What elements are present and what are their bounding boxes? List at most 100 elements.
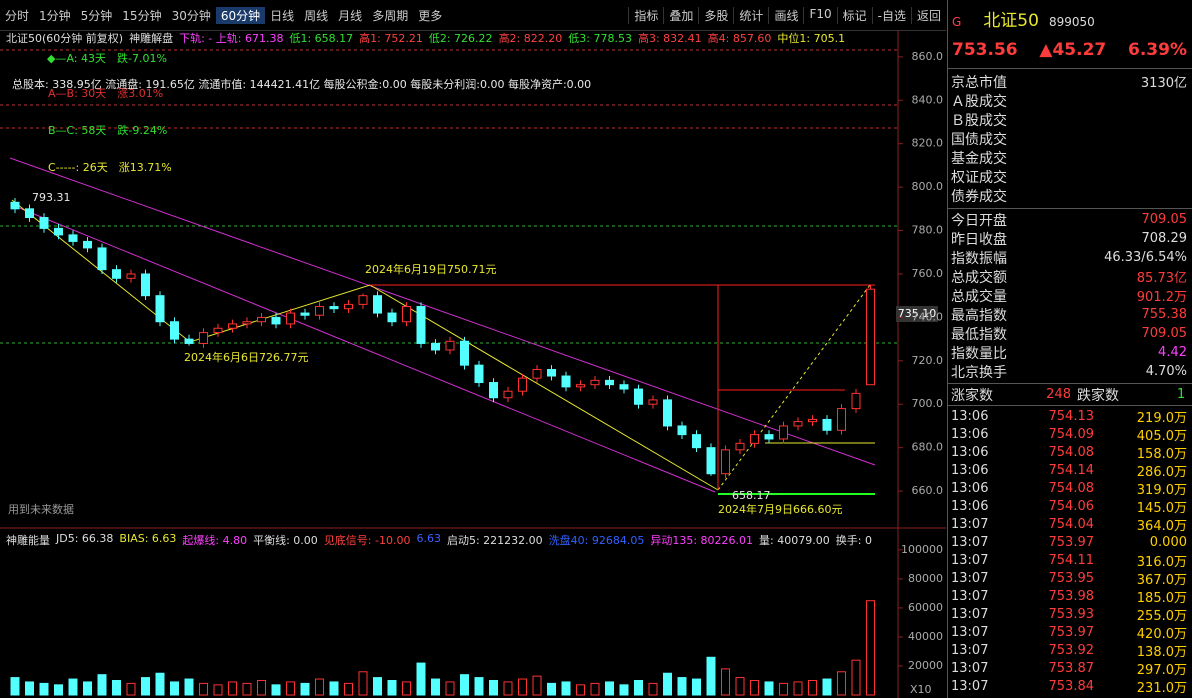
tick-volume: 297.0万: [1136, 662, 1187, 678]
candle-body: [735, 442, 745, 451]
tool-button[interactable]: 标记: [836, 6, 872, 24]
tick-price: 754.08: [1048, 444, 1095, 460]
candle-body: [213, 327, 223, 334]
turnover-row: Ｂ股成交: [951, 110, 1187, 129]
tick-row: 13:07 753.93 255.0万: [951, 605, 1187, 624]
value: 755.38: [1141, 307, 1188, 322]
volume-bar: [431, 678, 440, 696]
label: 北京换手: [951, 364, 1007, 381]
turnover-row: 债券成交: [951, 186, 1187, 205]
period-tab[interactable]: 5分钟: [80, 8, 113, 23]
candle-body: [257, 316, 266, 323]
quote-price: 753.56: [952, 40, 1018, 60]
label: 权证成交: [951, 169, 1007, 186]
volume-bar: [561, 681, 571, 696]
period-tab[interactable]: 月线: [338, 8, 363, 23]
tool-button[interactable]: 指标: [628, 6, 663, 24]
y-tick-label: 780.0: [912, 224, 944, 237]
period-tab[interactable]: 周线: [304, 8, 329, 23]
candle-body: [141, 273, 150, 297]
value: 709.05: [1141, 212, 1188, 227]
y-tick-label: 20000: [908, 659, 943, 672]
quote-change: ▲45.27: [1039, 40, 1107, 60]
volume-bar: [112, 679, 121, 696]
tick-time: 13:07: [951, 534, 989, 550]
tick-volume: 319.0万: [1136, 482, 1187, 498]
stat-row: 北京换手 4.70%: [951, 362, 1187, 381]
period-tab[interactable]: 60分钟: [215, 6, 266, 24]
tick-row: 13:07 753.87 297.0万: [951, 659, 1187, 678]
candle-body: [68, 234, 78, 242]
value: 4.70%: [1145, 364, 1187, 379]
indicator-header: 神雕能量 JD5: 66.38 BIAS: 6.63 起爆线: 4.80 平衡线: 0.…: [6, 532, 872, 548]
period-tab[interactable]: 更多: [418, 8, 443, 23]
y-tick-label: 60000: [908, 601, 943, 614]
zigzag: [11, 199, 719, 491]
candle-body: [54, 227, 63, 236]
candle-body: [126, 273, 136, 279]
tick-time: 13:06: [951, 444, 989, 460]
label: 基金成交: [951, 150, 1007, 167]
cursor-label: 735.10: [898, 307, 937, 320]
tick-volume: 367.0万: [1136, 572, 1187, 588]
tick-volume: 219.0万: [1136, 410, 1187, 426]
period-tab[interactable]: 15分钟: [122, 8, 162, 23]
candle-body: [503, 390, 513, 399]
y-tick-label: 80000: [908, 572, 943, 585]
candle-body: [605, 379, 614, 386]
volume-bar: [10, 677, 20, 696]
label: 跌家数: [1077, 387, 1119, 404]
tool-button[interactable]: 返回: [910, 6, 946, 24]
candle-body: [750, 434, 759, 444]
volume-bar: [184, 678, 194, 696]
tick-time: 13:06: [951, 426, 989, 442]
tick-price: 753.97: [1048, 534, 1095, 550]
annotation: 2024年6月6日726.77元: [184, 350, 308, 364]
candle-body: [619, 384, 629, 390]
turnover-row: 基金成交: [951, 148, 1187, 167]
volume-bar: [590, 682, 600, 696]
tick-row: 13:07 753.84 231.0万: [951, 677, 1187, 696]
candle-body: [822, 418, 832, 431]
tick-volume: 420.0万: [1136, 626, 1187, 642]
indicator-item: 平衡线: 0.00: [253, 534, 318, 547]
tool-button[interactable]: 叠加: [663, 6, 698, 24]
tool-button[interactable]: -自选: [871, 6, 911, 24]
info-item: 低1: 658.17: [289, 32, 354, 45]
annotation: 658.17: [732, 489, 771, 502]
annotation: B—C: 58天 跌-9.24%: [48, 123, 167, 137]
zigzag-projection: [717, 284, 871, 491]
stat-row: 总成交额 85.73亿: [951, 267, 1187, 287]
channel-upper: [9, 157, 876, 466]
label: 最低指数: [951, 326, 1007, 343]
candle-body: [445, 340, 455, 351]
tool-button[interactable]: 画线: [768, 6, 803, 24]
info-item: 神雕解盘: [129, 32, 174, 45]
candle-body: [460, 340, 469, 366]
tool-button[interactable]: F10: [803, 6, 836, 24]
tool-button[interactable]: 多股: [698, 6, 733, 24]
candle-body: [271, 316, 281, 325]
label: 国债成交: [951, 131, 1007, 148]
label: 总成交量: [951, 288, 1007, 305]
volume-bar: [822, 678, 832, 696]
period-tab[interactable]: 日线: [270, 8, 295, 23]
volume-bar: [547, 682, 556, 696]
stat-row: 最低指数 709.05: [951, 324, 1187, 343]
value: 709.05: [1141, 326, 1188, 341]
indicator-item: BIAS: 6.63: [119, 532, 177, 545]
label: 涨家数: [951, 387, 993, 404]
period-tab[interactable]: 分时: [5, 8, 30, 23]
tick-time: 13:07: [951, 588, 989, 604]
tool-button[interactable]: 统计: [733, 6, 768, 24]
tick-volume: 0.000: [1149, 534, 1187, 550]
info-item: 低2: 726.22: [428, 32, 493, 45]
quote-change-pct: 6.39%: [1128, 40, 1187, 60]
tick-volume: 286.0万: [1136, 464, 1187, 480]
candle-body: [97, 247, 107, 271]
period-tab[interactable]: 30分钟: [171, 8, 211, 23]
tick-time: 13:07: [951, 660, 989, 676]
tick-volume: 231.0万: [1136, 680, 1187, 696]
period-tab[interactable]: 多周期: [372, 8, 409, 23]
period-tab[interactable]: 1分钟: [39, 8, 71, 23]
